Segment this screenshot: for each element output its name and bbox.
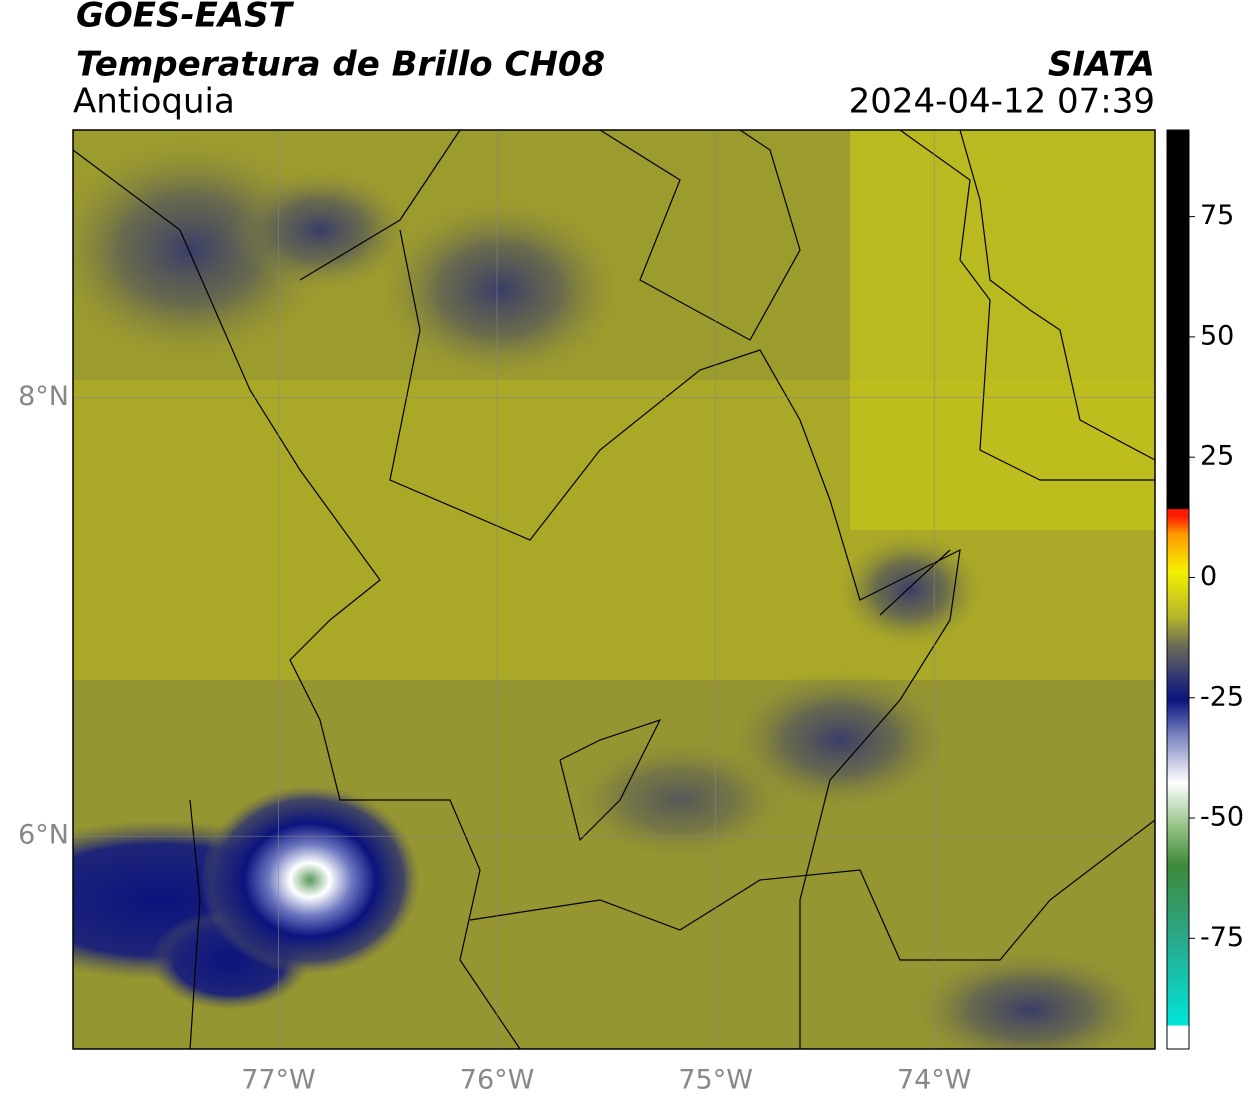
- boundaries: [73, 130, 1155, 1049]
- region-label: Antioquia: [73, 82, 235, 122]
- map-field: [73, 130, 1155, 1049]
- lon-tick-label: 77°W: [241, 1065, 316, 1096]
- colorbar-tick-label: 50: [1200, 320, 1234, 351]
- source-label: SIATA: [1048, 45, 1155, 85]
- colorbar-tick-label: -25: [1200, 681, 1244, 712]
- lat-tick-label: 6°N: [18, 820, 69, 851]
- satellite-title: GOES-EAST: [76, 0, 295, 36]
- grid: [73, 130, 1155, 1049]
- product-title: Temperatura de Brillo CH08: [76, 45, 605, 85]
- colorbar-tick-label: -75: [1200, 922, 1244, 953]
- colorbar-tick-label: 75: [1200, 200, 1234, 231]
- colorbar-tick-label: 0: [1200, 561, 1217, 592]
- lon-tick-label: 74°W: [897, 1065, 972, 1096]
- lat-tick-label: 8°N: [18, 381, 69, 412]
- lon-tick-label: 75°W: [678, 1065, 753, 1096]
- map-frame: [72, 129, 1156, 1050]
- lon-tick-label: 76°W: [460, 1065, 535, 1096]
- datetime-label: 2024-04-12 07:39: [849, 82, 1155, 122]
- colorbar-tick-label: -50: [1200, 802, 1244, 833]
- colorbar-tick-label: 25: [1200, 441, 1234, 472]
- colorbar: [1166, 129, 1190, 1050]
